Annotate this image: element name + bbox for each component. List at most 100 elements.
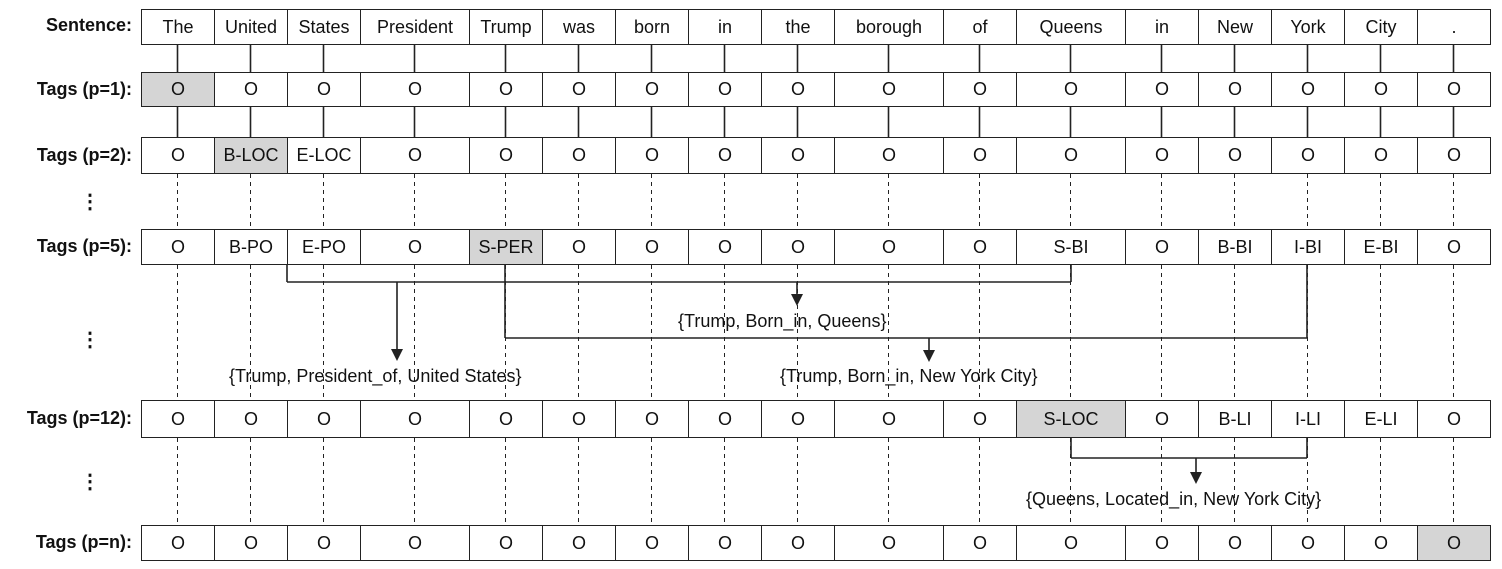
tag-cell: O — [1016, 72, 1126, 107]
tag-cell: O — [1344, 137, 1418, 174]
sentence-label: Sentence: — [45, 15, 132, 35]
token-cell: in — [1125, 9, 1199, 45]
tag-cell: O — [615, 229, 689, 265]
tag-cell: O — [1271, 72, 1345, 107]
tag-cell: O — [1344, 525, 1418, 561]
arrow-head — [923, 350, 935, 362]
token-cell: born — [615, 9, 689, 45]
tag-cell: O — [688, 400, 762, 438]
arrow-head — [791, 294, 803, 306]
tag-cell: O — [1125, 137, 1199, 174]
tag-cell: O — [1198, 72, 1272, 107]
tag-cell: O — [1417, 525, 1491, 561]
tag-cell: O — [688, 72, 762, 107]
tag-cell: O — [469, 137, 543, 174]
tag-cell: O — [615, 525, 689, 561]
ellipsis-2: ⋮ — [80, 329, 100, 351]
tag-cell: O — [287, 525, 361, 561]
tag-cell: O — [214, 400, 288, 438]
token-cell: . — [1417, 9, 1491, 45]
tag-cell: O — [141, 137, 215, 174]
tag-cell: O — [141, 229, 215, 265]
tag-cell: O — [943, 137, 1017, 174]
token-cell: York — [1271, 9, 1345, 45]
tag-cell: O — [1125, 229, 1199, 265]
token-cell: of — [943, 9, 1017, 45]
tags-p1-label: Tags (p=1): — [36, 79, 132, 99]
tag-cell: O — [542, 229, 616, 265]
tag-cell: O — [1198, 525, 1272, 561]
token-cell: was — [542, 9, 616, 45]
token-cell: New — [1198, 9, 1272, 45]
tag-cell: O — [1016, 137, 1126, 174]
tags-p5-label: Tags (p=5): — [36, 236, 132, 256]
tag-cell: O — [1417, 137, 1491, 174]
relation-located-in: {Queens, Located_in, New York City} — [1026, 489, 1322, 509]
tag-cell: O — [1344, 72, 1418, 107]
tag-cell: O — [469, 525, 543, 561]
arrow-head — [1190, 472, 1202, 484]
token-cell: States — [287, 9, 361, 45]
tag-cell: O — [834, 229, 944, 265]
tag-cell: O — [214, 525, 288, 561]
tag-cell: O — [615, 72, 689, 107]
token-cell: The — [141, 9, 215, 45]
tag-cell: S-BI — [1016, 229, 1126, 265]
ellipsis-1: ⋮ — [80, 191, 100, 213]
tag-cell: O — [360, 137, 470, 174]
relation-born-in-nyc: {Trump, Born_in, New York City} — [780, 366, 1038, 386]
tag-cell: O — [615, 400, 689, 438]
tags-p12-label: Tags (p=12): — [26, 408, 132, 428]
token-cell: City — [1344, 9, 1418, 45]
tag-cell: O — [1125, 525, 1199, 561]
relation-born-in-queens: {Trump, Born_in, Queens} — [678, 311, 887, 331]
tag-cell: O — [141, 72, 215, 107]
tag-cell: O — [943, 72, 1017, 107]
arrow-head — [391, 349, 403, 361]
tag-cell: E-LI — [1344, 400, 1418, 438]
tag-cell: O — [542, 137, 616, 174]
tag-cell: O — [1271, 137, 1345, 174]
tag-cell: O — [287, 400, 361, 438]
tag-cell: O — [1016, 525, 1126, 561]
tag-cell: O — [761, 72, 835, 107]
tags-pn-label: Tags (p=n): — [35, 532, 132, 552]
tag-cell: O — [943, 229, 1017, 265]
token-cell: borough — [834, 9, 944, 45]
tag-cell: O — [360, 400, 470, 438]
tag-cell: O — [141, 400, 215, 438]
token-cell: United — [214, 9, 288, 45]
tag-cell: O — [360, 229, 470, 265]
tag-cell: S-PER — [469, 229, 543, 265]
tags-p2-label: Tags (p=2): — [36, 145, 132, 165]
tag-cell: O — [834, 400, 944, 438]
token-cell: the — [761, 9, 835, 45]
tag-cell: O — [943, 525, 1017, 561]
tag-cell: S-LOC — [1016, 400, 1126, 438]
tag-cell: O — [943, 400, 1017, 438]
relation-president-of: {Trump, President_of, United States} — [229, 366, 522, 386]
tag-cell: B-BI — [1198, 229, 1272, 265]
tag-cell: E-PO — [287, 229, 361, 265]
tag-cell: O — [1417, 229, 1491, 265]
tag-cell: O — [214, 72, 288, 107]
tag-cell: O — [761, 137, 835, 174]
tag-cell: O — [615, 137, 689, 174]
token-cell: Trump — [469, 9, 543, 45]
tag-cell: I-LI — [1271, 400, 1345, 438]
tag-cell: E-LOC — [287, 137, 361, 174]
tag-cell: O — [1125, 72, 1199, 107]
tag-cell: O — [360, 525, 470, 561]
tag-cell: O — [287, 72, 361, 107]
tag-cell: I-BI — [1271, 229, 1345, 265]
tag-cell: O — [542, 525, 616, 561]
token-cell: in — [688, 9, 762, 45]
tag-cell: B-LOC — [214, 137, 288, 174]
tag-cell: O — [1417, 400, 1491, 438]
tag-cell: O — [1271, 525, 1345, 561]
tag-cell: O — [688, 229, 762, 265]
tag-cell: O — [761, 400, 835, 438]
tag-cell: O — [688, 525, 762, 561]
tag-cell: O — [761, 229, 835, 265]
